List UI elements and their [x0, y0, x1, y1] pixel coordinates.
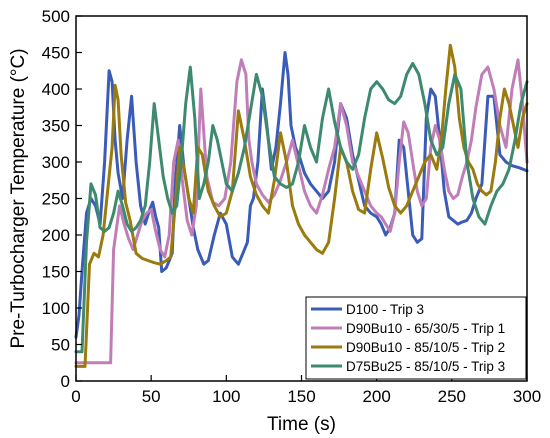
x-tick-label: 250	[438, 387, 466, 406]
y-tick-label: 50	[51, 336, 70, 355]
y-tick-label: 300	[42, 153, 70, 172]
x-tick-label: 100	[212, 387, 240, 406]
y-tick-label: 350	[42, 117, 70, 136]
y-tick-label: 450	[42, 44, 70, 63]
series-line-4	[74, 61, 529, 354]
series-layer	[74, 43, 529, 368]
y-tick-label: 0	[61, 372, 70, 391]
y-tick-label: 250	[42, 190, 70, 209]
legend-label: D100 - Trip 3	[346, 302, 424, 317]
legend-box	[305, 296, 527, 380]
y-axis-label: Pre-Turbocharger Temperature (°C)	[8, 48, 29, 348]
legend: D100 - Trip 3 D90Bu10 - 65/30/5 - Trip 1 D…	[305, 296, 527, 380]
x-tick-label: 50	[142, 387, 161, 406]
x-tick-label: 0	[71, 387, 80, 406]
x-axis-label: Time (s)	[267, 414, 336, 435]
series-line-3	[74, 43, 529, 368]
y-tick-label: 100	[42, 299, 70, 318]
y-tick-label: 200	[42, 226, 70, 245]
series-line-2	[74, 58, 529, 365]
legend-label: D90Bu10 - 65/30/5 - Trip 1	[346, 321, 505, 336]
legend-label: D90Bu10 - 85/10/5 - Trip 2	[346, 340, 505, 355]
x-tick-label: 150	[287, 387, 315, 406]
series-line-1	[74, 51, 529, 339]
x-tick-label: 200	[362, 387, 390, 406]
y-tick-label: 150	[42, 263, 70, 282]
y-tick-label: 500	[42, 7, 70, 26]
x-tick-label: 300	[513, 387, 541, 406]
legend-label: D75Bu25 - 85/10/5 - Trip 3	[346, 359, 505, 374]
y-tick-label: 400	[42, 80, 70, 99]
axis-ticks: 0 50 100 150 200 250 300 0 50 100 150 200 250 300 350 4…	[42, 7, 542, 406]
